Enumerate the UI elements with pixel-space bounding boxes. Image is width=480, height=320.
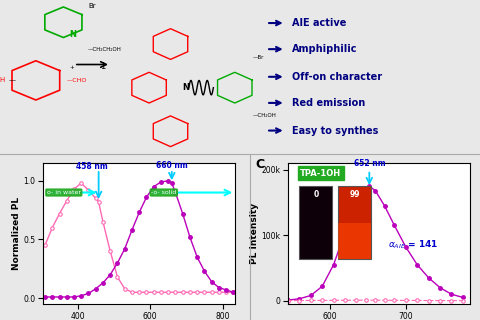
- Text: 660 nm: 660 nm: [156, 161, 188, 170]
- Text: -o- solid: -o- solid: [151, 190, 177, 195]
- Text: 458 nm: 458 nm: [75, 162, 107, 171]
- Text: o- in water: o- in water: [47, 190, 81, 195]
- Text: Easy to synthes: Easy to synthes: [292, 125, 378, 136]
- Text: N: N: [182, 83, 189, 92]
- Text: —CH₂CH₂OH: —CH₂CH₂OH: [88, 47, 122, 52]
- Text: Off-on character: Off-on character: [292, 72, 382, 82]
- Text: +: +: [70, 66, 74, 70]
- Text: 652 nm: 652 nm: [353, 159, 385, 168]
- Text: Red emission: Red emission: [292, 98, 365, 108]
- Text: 1: 1: [100, 62, 106, 71]
- Text: H: H: [0, 77, 4, 84]
- Text: —CH₂OH: —CH₂OH: [253, 113, 277, 118]
- Text: Br: Br: [88, 3, 96, 9]
- Text: —CHO: —CHO: [66, 78, 87, 83]
- Y-axis label: PL Intensity: PL Intensity: [250, 203, 259, 264]
- Text: $\alpha_{AIE}$ = 141: $\alpha_{AIE}$ = 141: [388, 239, 439, 251]
- Text: TPA-1OH: TPA-1OH: [169, 192, 202, 201]
- Text: AIE active: AIE active: [292, 18, 347, 28]
- Text: N: N: [70, 30, 76, 39]
- Text: —Br: —Br: [253, 55, 264, 60]
- Text: C: C: [255, 157, 264, 171]
- Y-axis label: Normalized PL: Normalized PL: [12, 197, 21, 270]
- Text: Amphiphilic: Amphiphilic: [292, 44, 358, 54]
- Text: TPA-1OH: TPA-1OH: [300, 169, 341, 178]
- Text: —: —: [8, 77, 15, 84]
